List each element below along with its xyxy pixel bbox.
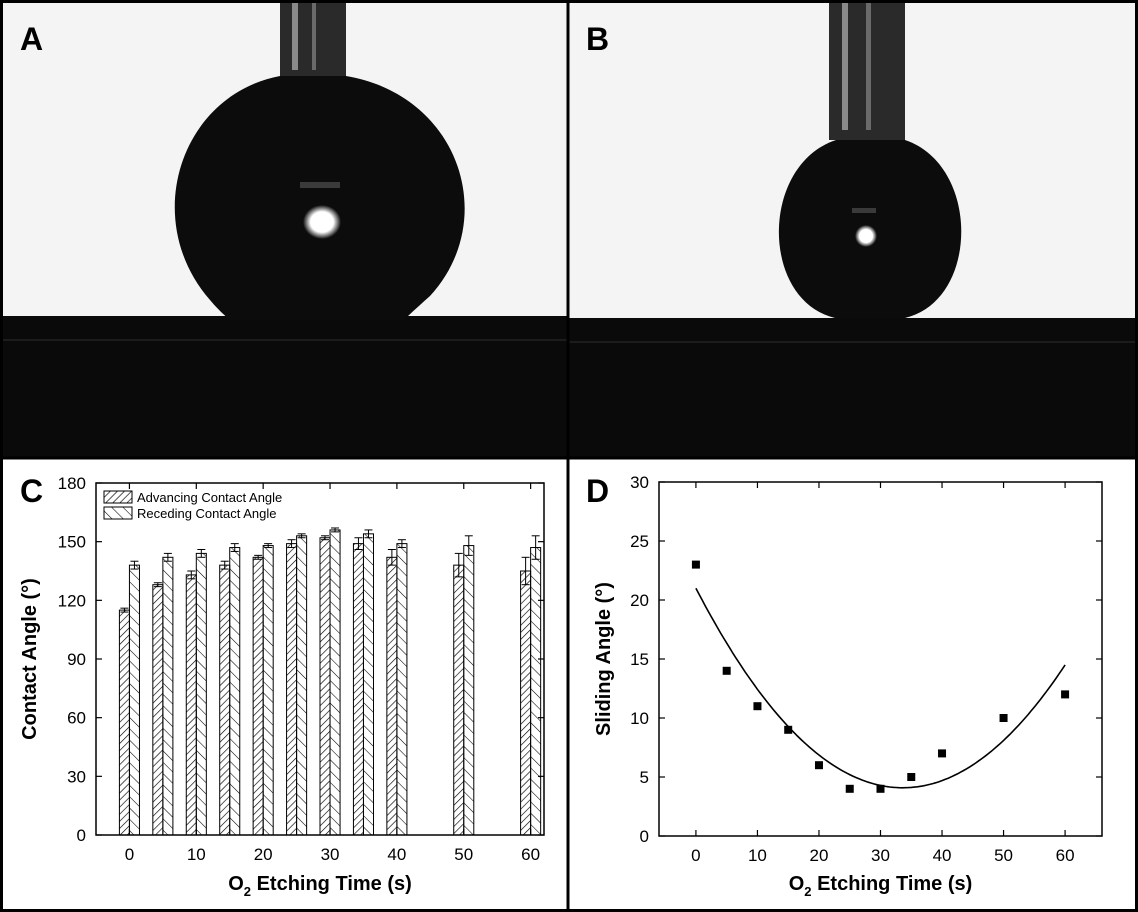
panel-b-photo: B <box>568 0 1138 458</box>
x-tick-label-20: 20 <box>810 846 829 865</box>
legend-label-0: Advancing Contact Angle <box>137 490 282 505</box>
data-point-40 <box>938 749 947 758</box>
x-tick-label-10: 10 <box>748 846 767 865</box>
bar-receding-10 <box>195 552 207 836</box>
y-tick-label-60: 60 <box>67 709 86 728</box>
data-point-20 <box>814 761 823 770</box>
y-tick-label-30: 30 <box>630 473 649 492</box>
y-tick-label-180: 180 <box>58 474 86 493</box>
panel-d-x-axis-title-main: O <box>789 873 805 895</box>
bar-receding-50 <box>463 545 475 836</box>
panel-c-bar-chart: C 0 30 60 90 120 150 180 0 10 20 30 40 50 60 Contact A… <box>0 458 568 912</box>
y-tick-label-0: 0 <box>640 827 649 846</box>
bar-receding-20 <box>262 545 274 836</box>
panel-c-x-axis-title-rest: Etching Time (s) <box>251 873 412 895</box>
panel-b-label: B <box>586 21 609 57</box>
x-tick-label-30: 30 <box>321 845 340 864</box>
panel-c-y-axis-title: Contact Angle (°) <box>19 578 41 740</box>
panel-b-droplet-reflection <box>852 208 876 213</box>
bar-advancing-15 <box>219 564 231 836</box>
panel-c-x-axis-title-subscript: 2 <box>244 884 251 899</box>
panel-a-droplet-reflection <box>300 182 340 188</box>
data-point-15 <box>784 725 793 734</box>
panel-a-droplet <box>174 76 465 320</box>
bar-advancing-40 <box>386 556 398 836</box>
x-tick-label-20: 20 <box>254 845 273 864</box>
bar-receding-60 <box>530 547 542 836</box>
data-point-35 <box>907 773 916 781</box>
bar-receding-25 <box>296 535 308 836</box>
panel-c-x-axis-title: O2 Etching Time (s) <box>228 873 412 899</box>
y-tick-label-15: 15 <box>630 650 649 669</box>
y-tick-label-120: 120 <box>58 591 86 610</box>
data-point-5 <box>722 666 731 675</box>
y-tick-label-0: 0 <box>77 826 86 845</box>
panel-a-needle-highlight-2 <box>312 0 316 70</box>
x-tick-label-0: 0 <box>125 845 134 864</box>
bar-advancing-50 <box>453 564 465 836</box>
bar-advancing-60 <box>520 570 532 836</box>
panel-c-plot-area: 0 30 60 90 120 150 180 0 10 20 30 40 50 60 Contact Ang… <box>19 474 545 899</box>
x-tick-label-40: 40 <box>387 845 406 864</box>
y-tick-label-25: 25 <box>630 532 649 551</box>
bar-receding-40 <box>396 543 408 836</box>
panel-b-needle-highlight-2 <box>866 0 871 130</box>
panel-a-needle-highlight <box>292 0 298 70</box>
legend-label-1: Receding Contact Angle <box>137 506 276 521</box>
bar-advancing-0 <box>118 609 130 836</box>
legend-swatch-0 <box>103 490 133 504</box>
y-tick-label-5: 5 <box>640 768 649 787</box>
x-tick-label-60: 60 <box>521 845 540 864</box>
panel-c-x-axis-title-main: O <box>228 873 244 895</box>
bar-receding-35 <box>362 533 374 836</box>
bar-receding-0 <box>128 564 140 836</box>
x-tick-label-40: 40 <box>933 846 952 865</box>
panel-d-x-axis-title-rest: Etching Time (s) <box>812 873 973 895</box>
y-tick-label-10: 10 <box>630 709 649 728</box>
x-tick-label-60: 60 <box>1056 846 1075 865</box>
panel-d-plot-area: 0 5 10 15 20 25 30 0 10 20 30 40 50 60 Sliding Angle (… <box>593 473 1103 899</box>
panel-b-needle-highlight <box>842 0 848 130</box>
y-tick-label-150: 150 <box>58 533 86 552</box>
panel-b-substrate <box>568 318 1138 458</box>
y-tick-label-90: 90 <box>67 650 86 669</box>
panel-d-scatter-chart: D 0 5 10 15 20 25 30 0 10 20 30 40 50 60 Sliding Angle… <box>568 458 1138 912</box>
bar-advancing-10 <box>185 574 197 836</box>
bar-receding-30 <box>329 529 341 836</box>
panel-d-y-axis-title: Sliding Angle (°) <box>593 582 615 736</box>
bar-receding-5 <box>162 556 174 836</box>
bar-advancing-30 <box>319 537 331 836</box>
data-point-25 <box>845 784 854 793</box>
data-point-10 <box>753 702 762 711</box>
panel-a-label: A <box>20 21 43 57</box>
panel-a-light-spot <box>303 205 341 239</box>
panel-c-label: C <box>20 473 43 509</box>
bar-advancing-35 <box>352 543 364 836</box>
panel-d-background <box>568 458 1138 912</box>
y-tick-label-20: 20 <box>630 591 649 610</box>
data-point-60 <box>1061 690 1070 699</box>
data-point-50 <box>999 714 1008 722</box>
x-tick-label-10: 10 <box>187 845 206 864</box>
bar-advancing-25 <box>286 543 298 836</box>
bar-receding-15 <box>229 547 241 836</box>
legend-swatch-1 <box>103 506 133 520</box>
bar-advancing-5 <box>152 584 164 836</box>
panel-d-x-axis-title-subscript: 2 <box>804 884 811 899</box>
x-tick-label-50: 50 <box>454 845 473 864</box>
bar-advancing-20 <box>252 556 264 836</box>
panel-d-label: D <box>586 473 609 509</box>
x-tick-label-30: 30 <box>871 846 890 865</box>
data-point-0 <box>691 560 700 569</box>
data-point-30 <box>876 784 885 793</box>
x-tick-label-50: 50 <box>994 846 1013 865</box>
panel-a-photo: A <box>0 0 568 458</box>
panel-a-substrate <box>0 316 568 458</box>
x-tick-label-0: 0 <box>691 846 700 865</box>
panel-d-x-axis-title: O2 Etching Time (s) <box>789 873 973 899</box>
y-tick-label-30: 30 <box>67 767 86 786</box>
panel-b-light-spot <box>855 225 877 247</box>
